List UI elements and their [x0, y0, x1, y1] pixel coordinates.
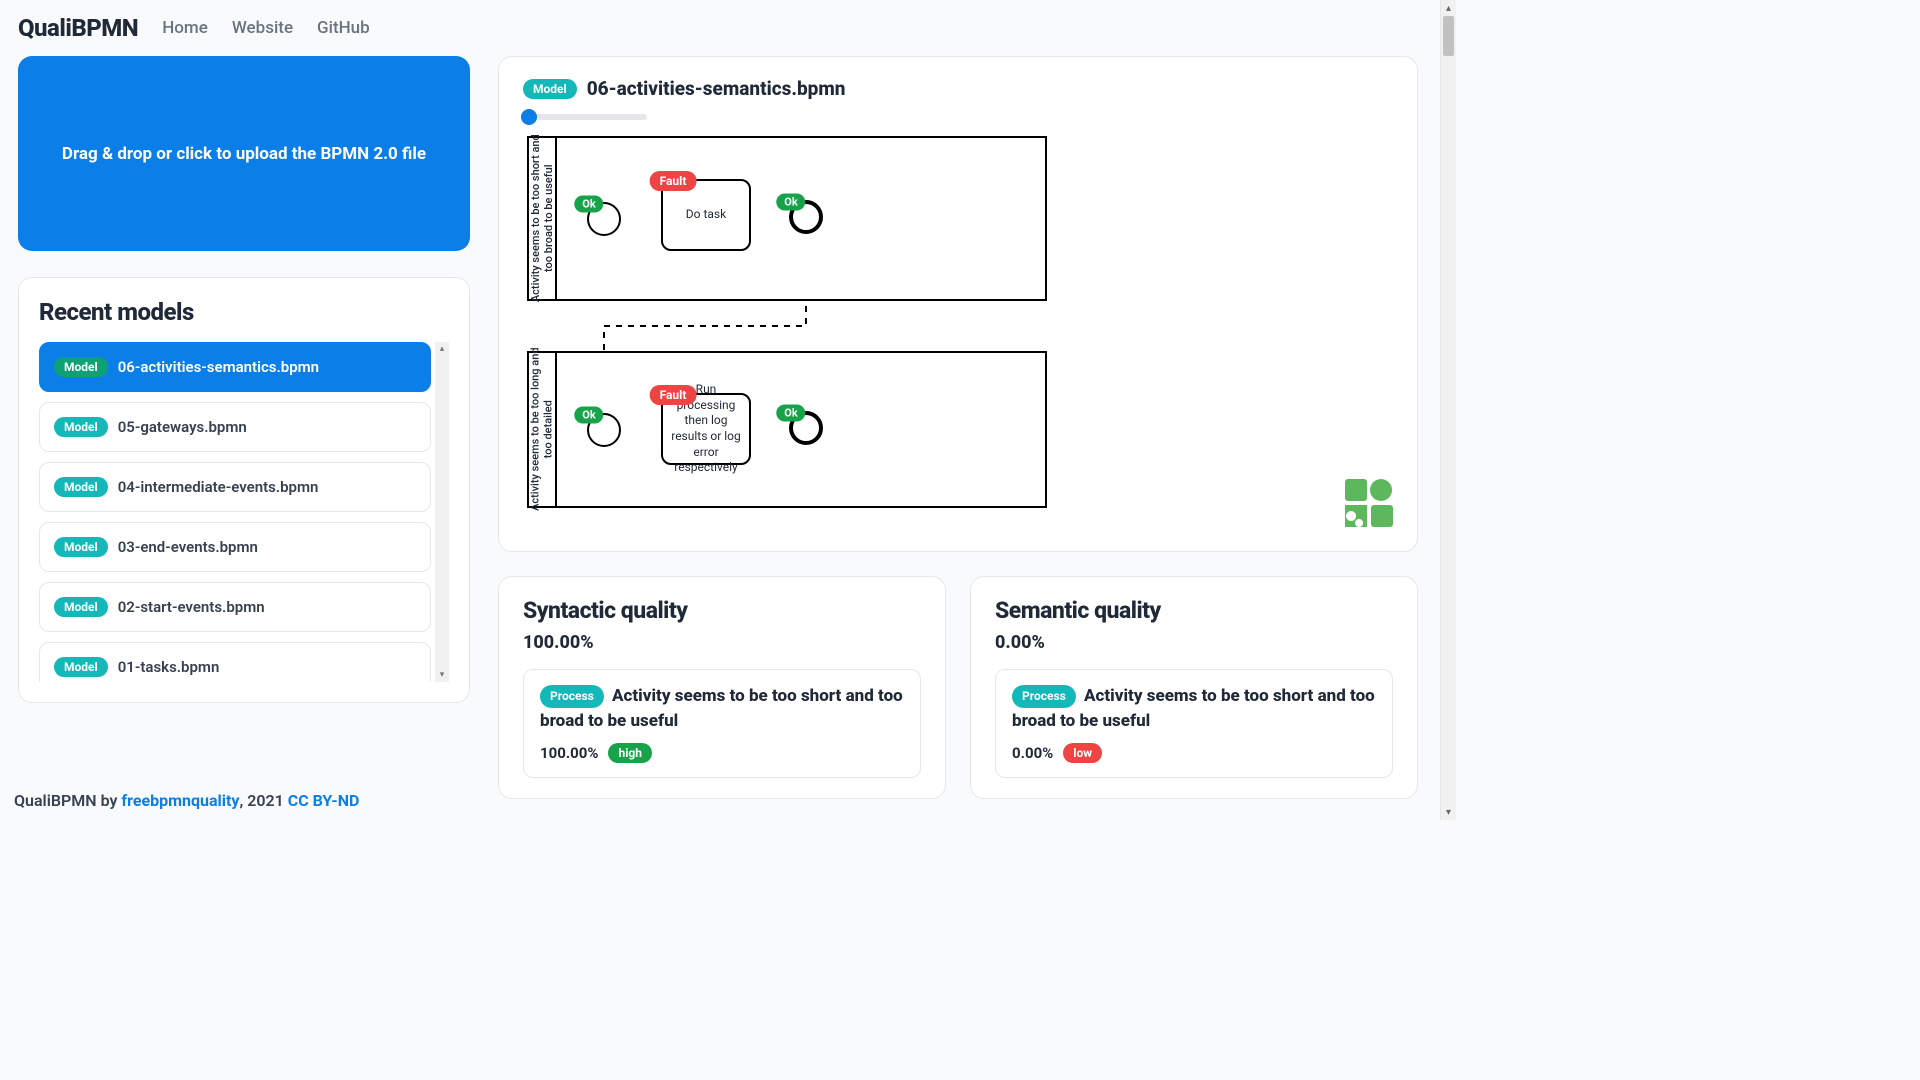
scroll-up-icon[interactable]: ▴: [435, 342, 449, 356]
top-nav: QualiBPMN Home Website GitHub: [0, 0, 1456, 56]
pool-label: Activity seems to be too short andtoo br…: [529, 138, 557, 299]
recent-scroll-track[interactable]: ▴ ▾: [435, 342, 449, 682]
syntactic-finding[interactable]: Process Activity seems to be too short a…: [523, 669, 921, 778]
level-badge-high: high: [608, 743, 651, 763]
recent-model-item[interactable]: Model 01-tasks.bpmn: [39, 642, 431, 682]
nav-home[interactable]: Home: [162, 18, 208, 38]
footer-middle: , 2021: [239, 791, 287, 810]
fault-badge: Fault: [650, 385, 697, 405]
pool-label-text: Activity seems to be too short andtoo br…: [529, 135, 555, 303]
semantic-finding-pct: 0.00%: [1012, 744, 1053, 762]
syntactic-title: Syntactic quality: [523, 597, 921, 624]
zoom-slider-thumb[interactable]: [521, 109, 537, 125]
upload-dropzone[interactable]: Drag & drop or click to upload the BPMN …: [18, 56, 470, 251]
model-item-label: 02-start-events.bpmn: [118, 598, 265, 616]
page-scrollbar[interactable]: ▴ ▾: [1440, 0, 1456, 820]
bpmn-diagram[interactable]: Activity seems to be too short andtoo br…: [523, 136, 1393, 531]
brand: QualiBPMN: [18, 14, 138, 42]
recent-model-item[interactable]: Model 03-end-events.bpmn: [39, 522, 431, 572]
model-badge: Model: [54, 357, 108, 377]
ok-badge: Ok: [776, 194, 805, 211]
semantic-pct: 0.00%: [995, 632, 1393, 653]
recent-model-item[interactable]: Model 04-intermediate-events.bpmn: [39, 462, 431, 512]
diagram-viewer-card: Model 06-activities-semantics.bpmn: [498, 56, 1418, 552]
semantic-quality-card: Semantic quality 0.00% Process Activity …: [970, 576, 1418, 799]
footer-license-link[interactable]: CC BY-ND: [288, 791, 360, 810]
dropzone-label: Drag & drop or click to upload the BPMN …: [62, 144, 426, 164]
model-item-label: 01-tasks.bpmn: [118, 658, 220, 676]
scroll-up-icon[interactable]: ▴: [1441, 0, 1456, 16]
recent-model-item[interactable]: Model 02-start-events.bpmn: [39, 582, 431, 632]
level-badge-low: low: [1063, 743, 1102, 763]
nav-website[interactable]: Website: [232, 18, 293, 38]
nav-github[interactable]: GitHub: [317, 18, 370, 38]
zoom-slider[interactable]: [523, 114, 647, 120]
scroll-down-icon[interactable]: ▾: [1441, 804, 1456, 820]
syntactic-pct: 100.00%: [523, 632, 921, 653]
viewer-model-badge: Model: [523, 79, 577, 99]
pool-label-text: Activity seems to be too long andtoo det…: [529, 348, 555, 511]
process-badge: Process: [1012, 685, 1076, 708]
ok-badge: Ok: [574, 196, 603, 213]
recent-model-item[interactable]: Model 06-activities-semantics.bpmn: [39, 342, 431, 392]
process-badge: Process: [540, 685, 604, 708]
viewer-title: 06-activities-semantics.bpmn: [587, 77, 846, 100]
recent-models-scroll[interactable]: Model 06-activities-semantics.bpmn Model 05…: [39, 342, 449, 682]
model-badge: Model: [54, 657, 108, 677]
bpmn-io-watermark-icon: [1345, 479, 1393, 527]
model-item-label: 05-gateways.bpmn: [118, 418, 247, 436]
scrollbar-thumb[interactable]: [1443, 16, 1454, 56]
pool-label: Activity seems to be too long andtoo det…: [529, 353, 557, 506]
model-badge: Model: [54, 597, 108, 617]
fault-badge: Fault: [650, 171, 697, 191]
semantic-finding[interactable]: Process Activity seems to be too short a…: [995, 669, 1393, 778]
recent-model-item[interactable]: Model 05-gateways.bpmn: [39, 402, 431, 452]
footer-author-link[interactable]: freebpmnquality: [121, 791, 239, 810]
model-item-label: 03-end-events.bpmn: [118, 538, 258, 556]
model-item-label: 04-intermediate-events.bpmn: [118, 478, 319, 496]
footer: QualiBPMN by freebpmnquality, 2021 CC BY…: [14, 791, 359, 810]
model-badge: Model: [54, 477, 108, 497]
model-badge: Model: [54, 417, 108, 437]
ok-badge: Ok: [776, 405, 805, 422]
footer-prefix: QualiBPMN by: [14, 791, 121, 810]
ok-badge: Ok: [574, 407, 603, 424]
syntactic-quality-card: Syntactic quality 100.00% Process Activi…: [498, 576, 946, 799]
scroll-down-icon[interactable]: ▾: [435, 668, 449, 682]
syntactic-finding-pct: 100.00%: [540, 744, 598, 762]
recent-models-title: Recent models: [39, 298, 449, 326]
recent-models-card: Recent models Model 06-activities-semanti…: [18, 277, 470, 703]
model-badge: Model: [54, 537, 108, 557]
task-label: Do task: [686, 207, 726, 223]
model-item-label: 06-activities-semantics.bpmn: [118, 358, 319, 376]
semantic-title: Semantic quality: [995, 597, 1393, 624]
